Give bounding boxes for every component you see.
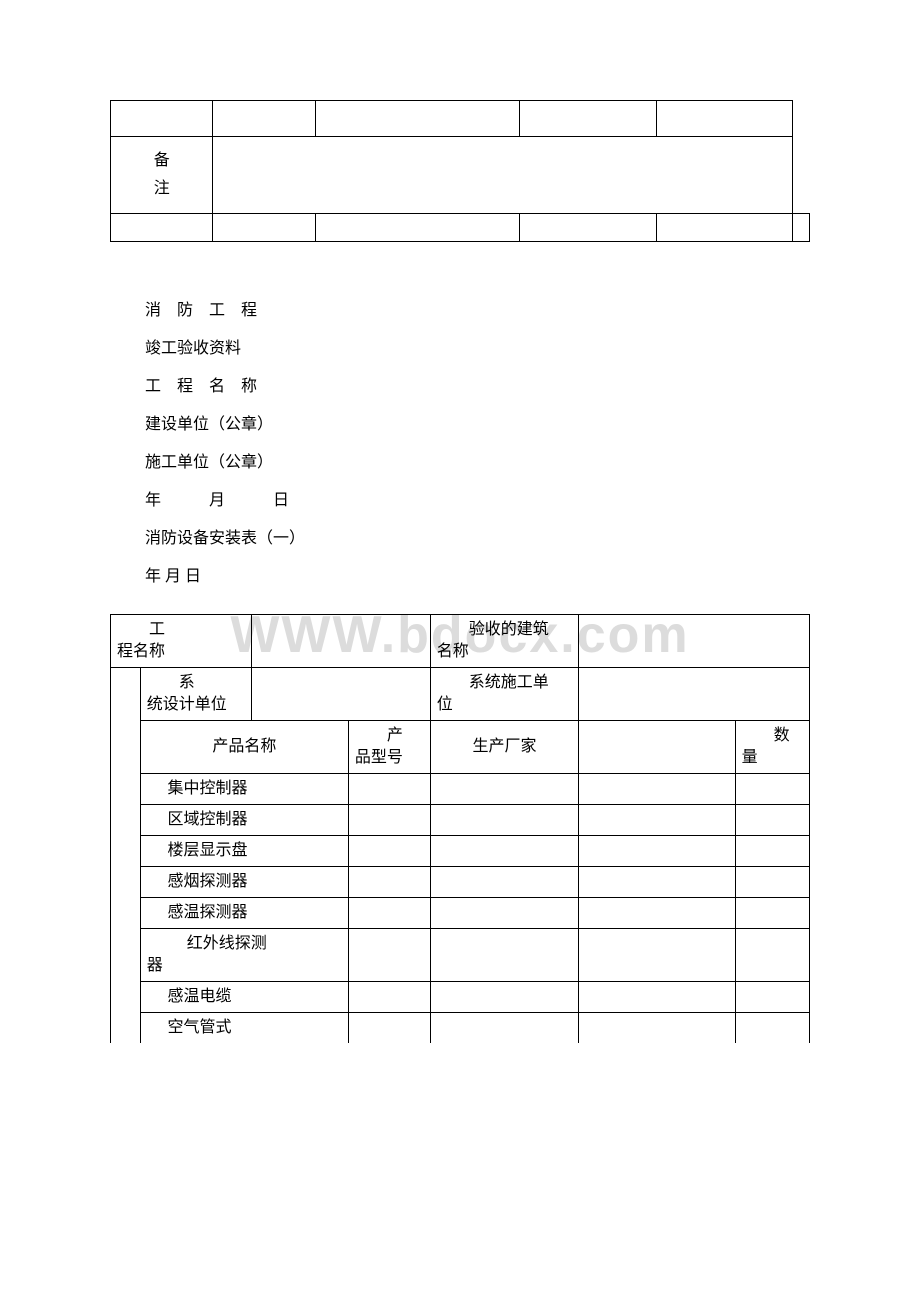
table-row (111, 214, 810, 242)
product-cell: 集中控制器 (140, 774, 348, 805)
remarks-label: 备注 (111, 137, 213, 214)
table-row: 备注 (111, 137, 810, 214)
text-line: 施工单位（公章） (145, 444, 810, 482)
product-name-header: 产品名称 (140, 721, 348, 774)
table-row: 楼层显示盘 (111, 836, 810, 867)
table-row (111, 101, 810, 137)
document-content: 备注 消 防 工 程 竣工验收资料 工 程 名 称 建设单位（公章） 施工单位（… (110, 100, 810, 1043)
table-row: 空气管式 (111, 1013, 810, 1044)
manufacturer-header: 生产厂家 (430, 721, 579, 774)
product-cell: 红外线探测器 (140, 929, 348, 982)
text-line: 工 程 名 称 (145, 368, 810, 406)
design-unit-label: 系统设计单位 (140, 668, 252, 721)
product-cell: 感烟探测器 (140, 867, 348, 898)
product-cell: 楼层显示盘 (140, 836, 348, 867)
table-header-row: 产品名称 产品型号 生产厂家 数量 (111, 721, 810, 774)
construction-unit-label: 系统施工单位 (430, 668, 579, 721)
text-line: 建设单位（公章） (145, 406, 810, 444)
text-line: 年 月 日 (145, 558, 810, 596)
table-row: 区域控制器 (111, 805, 810, 836)
product-cell: 空气管式 (140, 1013, 348, 1044)
product-cell: 区域控制器 (140, 805, 348, 836)
table-row: 红外线探测器 (111, 929, 810, 982)
top-table: 备注 (110, 100, 810, 242)
product-cell: 感温探测器 (140, 898, 348, 929)
quantity-header: 数量 (735, 721, 809, 774)
text-line: 消防设备安装表（一） (145, 520, 810, 558)
text-line: 年 月 日 (145, 482, 810, 520)
project-name-label: 工程名称 (111, 615, 252, 668)
product-model-header: 产品型号 (348, 721, 430, 774)
table-row: 感温电缆 (111, 982, 810, 1013)
table-row: 感烟探测器 (111, 867, 810, 898)
building-name-label: 验收的建筑名称 (430, 615, 579, 668)
product-cell: 感温电缆 (140, 982, 348, 1013)
text-line: 消 防 工 程 (145, 292, 810, 330)
text-line: 竣工验收资料 (145, 330, 810, 368)
text-block: 消 防 工 程 竣工验收资料 工 程 名 称 建设单位（公章） 施工单位（公章）… (145, 292, 810, 596)
table-row: 工程名称 验收的建筑名称 (111, 615, 810, 668)
main-table: 工程名称 验收的建筑名称 系统设计单位 系统施工单位 产品名称 产品型号 生产厂… (110, 614, 810, 1043)
table-row: 集中控制器 (111, 774, 810, 805)
table-row: 感温探测器 (111, 898, 810, 929)
table-row: 系统设计单位 系统施工单位 (111, 668, 810, 721)
